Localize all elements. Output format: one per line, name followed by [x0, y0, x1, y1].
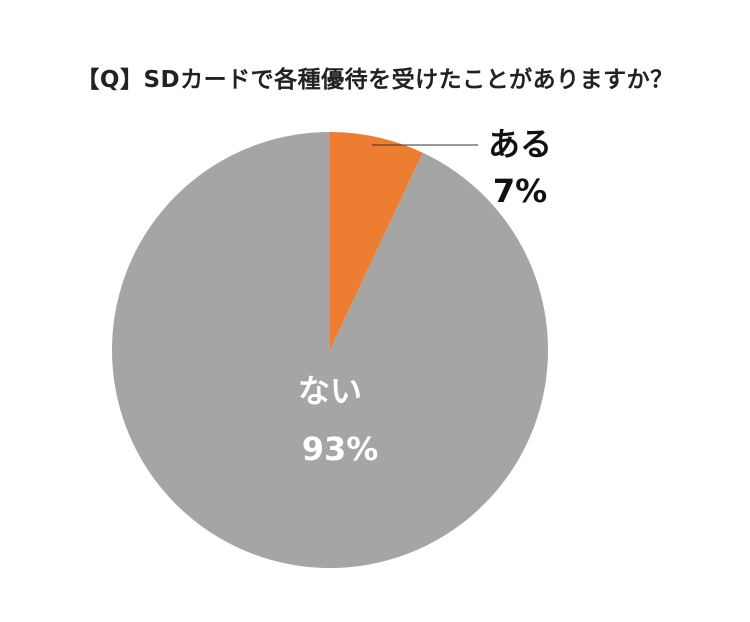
pie-slice-2 — [111, 132, 548, 568]
slice-label-2: ない — [298, 372, 362, 410]
pie-slices — [111, 132, 548, 568]
slice-value-label-1: 7% — [493, 172, 547, 210]
slice-label-1: ある — [488, 125, 552, 163]
slice-value-label-2: 93% — [302, 430, 379, 468]
chart-title: 【Q】SDカードで各種優待を受けたことがありますか？ — [76, 67, 674, 93]
pie-slice-1 — [330, 132, 423, 350]
pie-labels: ある 7% ない 93% — [298, 125, 552, 468]
